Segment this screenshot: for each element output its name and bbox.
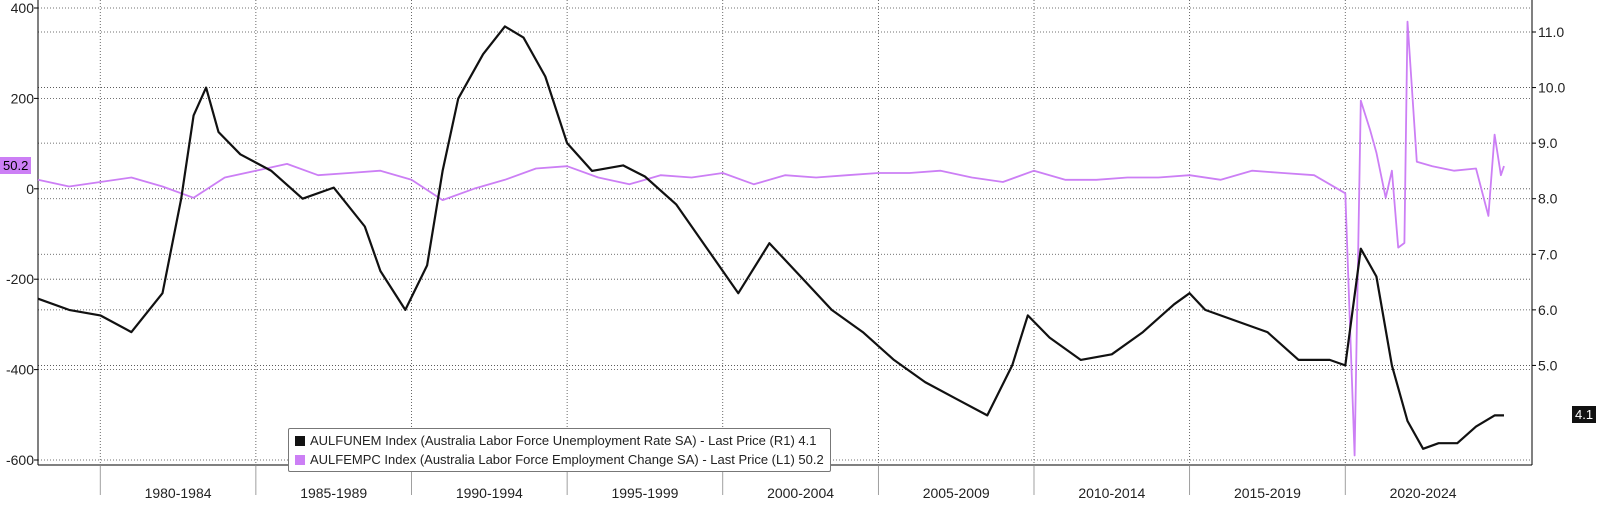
right-tick-label: 11.0 [1538,24,1564,40]
left-tick-label: 0 [26,181,34,197]
legend-swatch-employment-change [295,454,305,465]
x-axis-period-labels: 1980-1984 1985-1989 1990-1994 1995-1999 2000… [99,465,1457,501]
series-layer [37,20,1505,457]
x-period-label: 1990-1994 [456,485,523,501]
left-axis-ticks: 400 200 0 -200 -400 -600 [6,0,38,468]
legend-item-employment-change: AULFEMPC Index (Australia Labor Force Em… [295,450,824,469]
x-period-label: 2000-2004 [767,485,834,501]
right-tick-label: 6.0 [1538,302,1558,318]
x-period-label: 2015-2019 [1234,485,1301,501]
legend-item-unemployment-rate: AULFUNEM Index (Australia Labor Force Un… [295,431,824,450]
last-value-tag-unemployment-rate: 4.1 [1572,406,1597,424]
right-tick-label: 8.0 [1538,191,1558,207]
left-tick-label: -400 [6,362,34,378]
right-tick-label: 7.0 [1538,246,1558,262]
left-tick-label: -600 [6,452,34,468]
legend-label-unemployment-rate: AULFUNEM Index (Australia Labor Force Un… [310,433,817,448]
series-line-unemployment-rate [37,25,1504,450]
x-period-label: 2005-2009 [923,485,990,501]
x-period-label: 1985-1989 [300,485,367,501]
series-line-employment-change [37,20,1505,457]
last-value-tag-employment-change: 50.2 [0,157,32,175]
axes [37,0,1533,466]
grid-lines [38,0,1532,465]
left-tick-label: -200 [6,271,34,287]
right-tick-label: 9.0 [1538,135,1558,151]
legend: AULFUNEM Index (Australia Labor Force Un… [288,428,831,472]
left-tick-label: 200 [11,90,35,106]
right-tick-label: 10.0 [1538,80,1565,96]
legend-label-employment-change: AULFEMPC Index (Australia Labor Force Em… [310,452,824,467]
x-period-label: 1980-1984 [145,485,212,501]
x-period-label: 2010-2014 [1078,485,1145,501]
left-tick-label: 400 [11,0,35,16]
legend-swatch-unemployment-rate [295,435,305,446]
x-period-label: 1995-1999 [611,485,678,501]
x-period-label: 2020-2024 [1390,485,1457,501]
right-tick-label: 5.0 [1538,357,1558,373]
right-axis-ticks: 11.0 10.0 9.0 8.0 7.0 6.0 5.0 [1532,24,1565,373]
